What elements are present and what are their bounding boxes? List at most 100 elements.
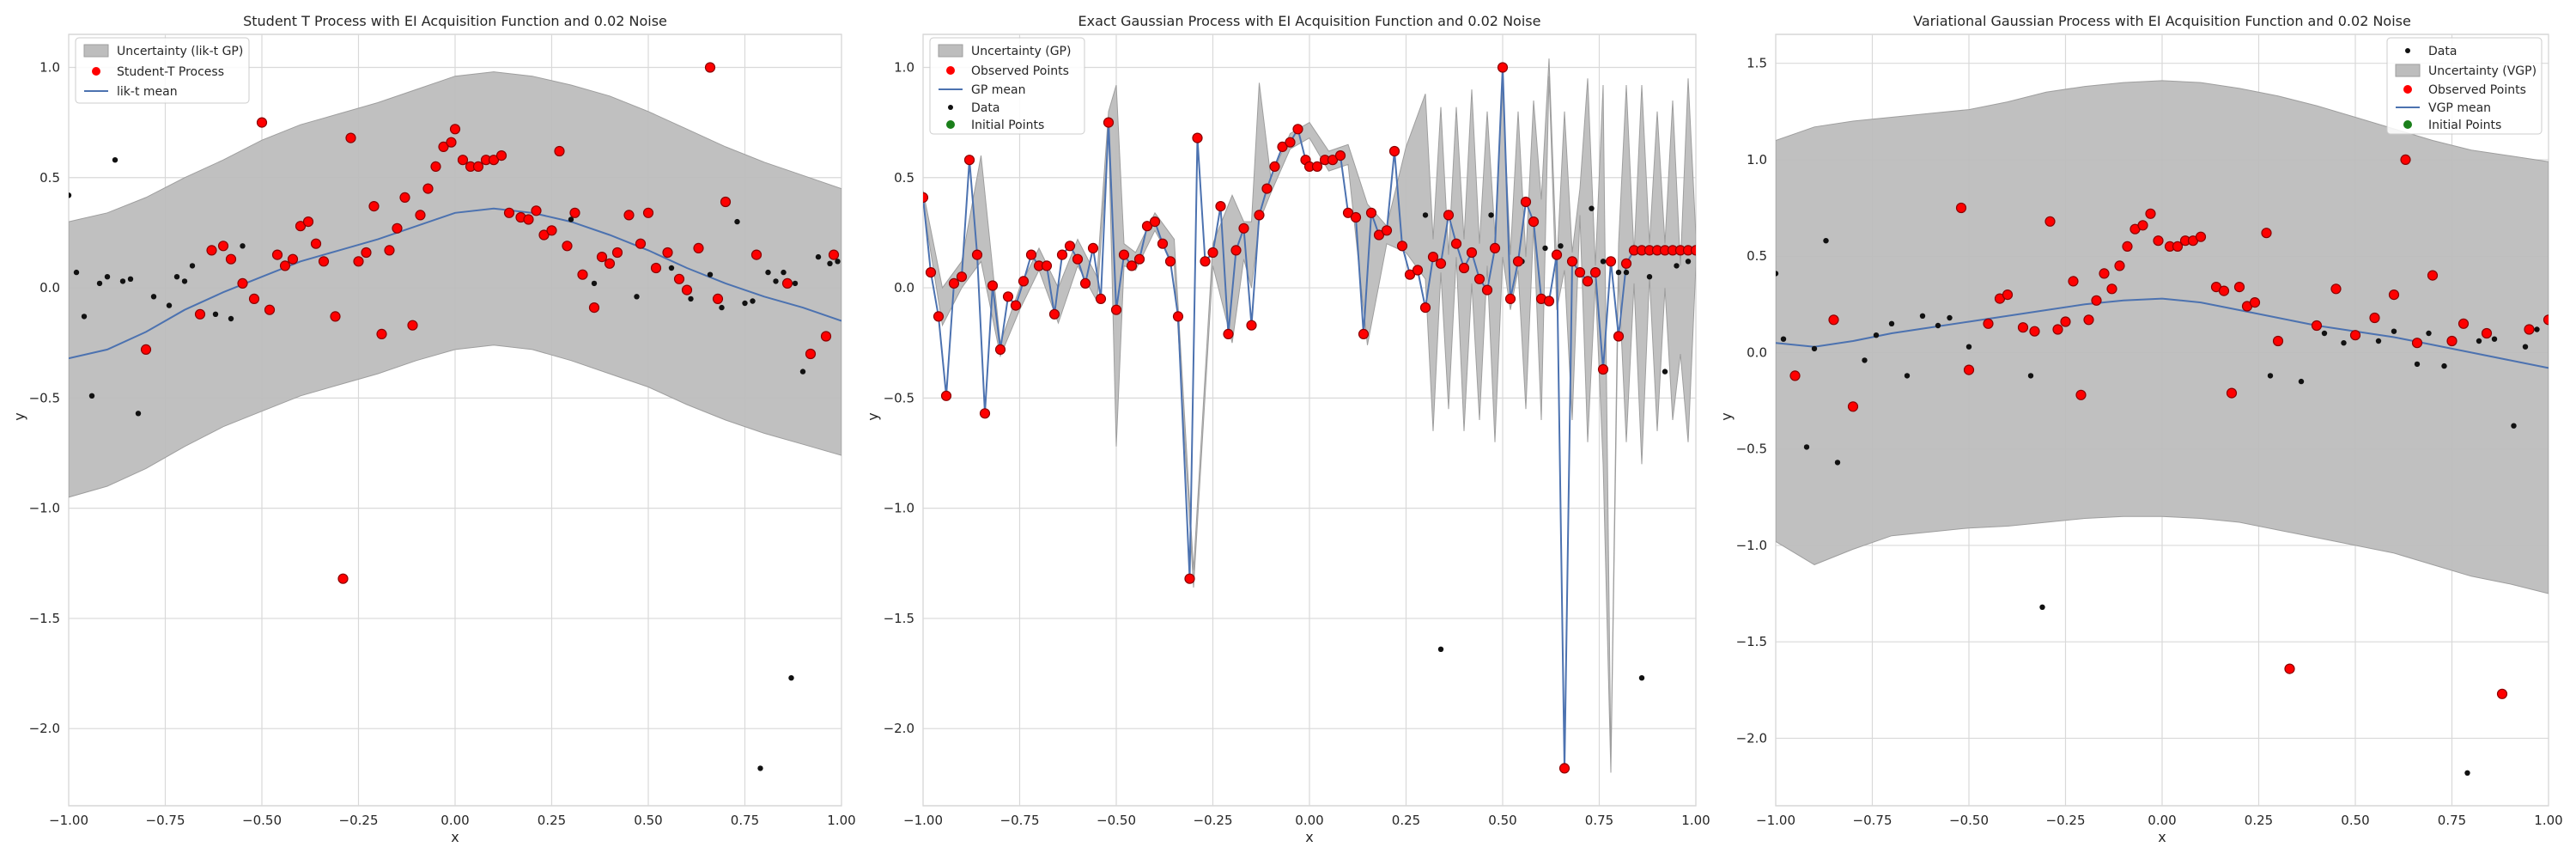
observed-point (407, 320, 418, 331)
observed-point (2137, 220, 2148, 231)
observed-point (1388, 145, 1400, 157)
series-layer (69, 62, 841, 771)
observed-point (704, 62, 716, 73)
observed-point (2029, 326, 2040, 337)
data-point (1965, 344, 1972, 350)
observed-point (994, 344, 1006, 355)
observed-point (828, 249, 840, 260)
observed-point (2091, 295, 2102, 306)
observed-point (1435, 258, 1447, 269)
panel-variational-gp: −1.00 −0.75 −0.50 −0.25 0.00 0.25 0.50 0.75 1.00… (1718, 13, 2563, 845)
observed-point (279, 260, 291, 271)
observed-point (577, 269, 588, 280)
data-point (2522, 344, 2529, 350)
x-axis-label: x (2158, 829, 2166, 845)
observed-point (1412, 265, 1424, 276)
data-point (750, 298, 756, 304)
uncertainty-band (69, 71, 841, 498)
panel-exact-gp: −1.00 −0.75 −0.50 −0.25 0.00 0.25 0.50 0.75 1.00… (865, 13, 1710, 845)
legend-label: Observed Points (971, 64, 1069, 78)
x-tick-label: −1.00 (903, 813, 943, 828)
observed-point (2122, 241, 2133, 252)
y-tick-label: −1.5 (29, 611, 60, 626)
y-tick-label: −2.0 (1736, 730, 1767, 746)
observed-point (2446, 335, 2458, 347)
x-tick-label: 0.00 (2148, 813, 2176, 828)
data-point (1935, 322, 1941, 329)
observed-point (2411, 338, 2423, 349)
y-tick-label: 1.0 (894, 59, 914, 75)
observed-point (1118, 249, 1130, 260)
observed-point (750, 249, 762, 260)
observed-point (2114, 260, 2125, 271)
observed-point (1828, 314, 1839, 326)
data-point (2321, 330, 2328, 337)
x-tick-label: 0.00 (1295, 813, 1323, 828)
observed-point (596, 252, 608, 263)
data-point (69, 192, 72, 198)
legend-frame (929, 37, 1085, 135)
observed-point (1184, 573, 1195, 584)
data-point (228, 315, 234, 322)
data-point (112, 157, 118, 163)
y-tick-label: 0.0 (894, 280, 914, 295)
data-point (1888, 320, 1895, 326)
legend-frame (75, 37, 250, 104)
data-point (668, 265, 675, 271)
observed-point (1238, 222, 1249, 234)
observed-point (2145, 208, 2156, 219)
observed-point (337, 573, 349, 584)
x-tick-label: −0.75 (146, 813, 185, 828)
observed-point (1292, 124, 1303, 135)
observed-point (635, 238, 647, 249)
data-point (1823, 238, 1829, 244)
observed-point (1095, 293, 1107, 304)
observed-point (546, 225, 557, 236)
observed-point (693, 242, 704, 253)
observed-point (2388, 289, 2400, 301)
legend-band-swatch (2395, 64, 2421, 77)
observed-point (2349, 330, 2361, 341)
data-point (1811, 345, 1818, 352)
observed-point (1200, 256, 1211, 267)
observed-point (295, 221, 307, 232)
observed-point (1589, 267, 1601, 278)
observed-point (376, 328, 387, 339)
observed-point (1261, 183, 1273, 194)
observed-point (1443, 210, 1455, 221)
observed-point (987, 280, 999, 291)
x-tick-label: 0.75 (2438, 813, 2466, 828)
y-tick-label: 0.5 (1747, 248, 1767, 264)
observed-point (2226, 387, 2238, 399)
data-point (1776, 271, 1779, 277)
data-point (788, 675, 794, 681)
data-point (1558, 243, 1564, 249)
observed-point (650, 262, 662, 274)
x-tick-label: 0.75 (1585, 813, 1613, 828)
observed-point (1983, 318, 1994, 329)
data-point (792, 280, 799, 287)
observed-point (2017, 322, 2029, 333)
observed-point (623, 210, 635, 221)
observed-point (2249, 297, 2261, 308)
observed-point (569, 207, 580, 218)
observed-point (302, 216, 314, 228)
observed-point (1473, 273, 1485, 284)
observed-point (1404, 269, 1416, 280)
observed-point (1605, 256, 1617, 267)
legend-observed-marker (92, 67, 100, 76)
legend-label: Initial Points (971, 119, 1044, 132)
observed-point (531, 205, 542, 216)
x-tick-label: −0.50 (1097, 813, 1136, 828)
observed-point (2075, 389, 2087, 400)
observed-point (588, 302, 600, 314)
data-point (765, 269, 771, 276)
observed-point (1955, 202, 1967, 214)
observed-point (472, 161, 484, 172)
data-point (240, 243, 246, 249)
observed-point (248, 293, 260, 304)
observed-point (1520, 196, 1532, 208)
plot-area: −1.00 −0.75 −0.50 −0.25 0.00 0.25 0.50 0.75 1.00… (884, 34, 1710, 828)
observed-point (1269, 161, 1280, 172)
observed-point (1620, 258, 1632, 269)
